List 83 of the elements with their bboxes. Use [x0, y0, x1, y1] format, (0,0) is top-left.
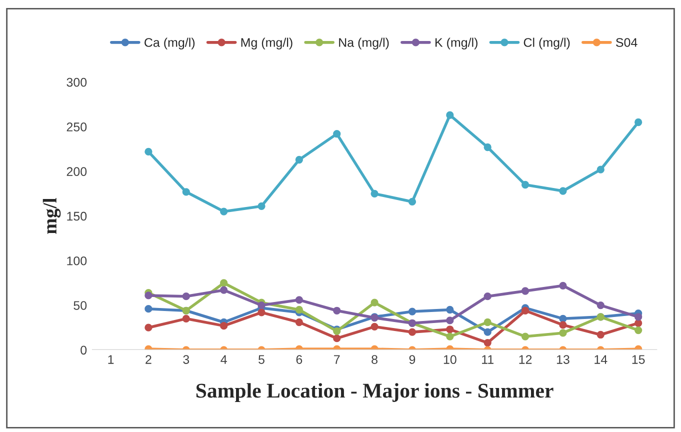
x-tick-label: 8	[372, 355, 378, 364]
point	[446, 326, 454, 334]
point	[370, 190, 378, 198]
y-tick-label: 100	[67, 256, 87, 266]
point	[370, 322, 378, 331]
y-tick-label: 0	[80, 346, 87, 355]
point	[182, 292, 190, 300]
point	[484, 328, 492, 336]
point	[220, 208, 228, 216]
point	[333, 130, 341, 138]
point	[295, 318, 304, 326]
point	[295, 156, 304, 164]
x-tick-label: 4	[220, 355, 227, 364]
x-tick-label: 12	[519, 355, 532, 364]
point	[634, 319, 642, 327]
point	[559, 314, 567, 322]
point	[144, 292, 152, 300]
point	[484, 143, 492, 152]
legend-label: S04	[616, 38, 638, 47]
x-tick-label: 15	[632, 355, 645, 364]
point	[559, 321, 567, 329]
point	[144, 305, 152, 313]
point	[220, 286, 228, 294]
point	[333, 334, 341, 342]
point	[596, 166, 604, 174]
point	[333, 306, 341, 314]
point	[634, 313, 642, 321]
x-tick-label: 5	[258, 355, 264, 364]
point	[559, 187, 567, 195]
point	[258, 308, 266, 316]
point	[182, 314, 190, 322]
point	[634, 326, 642, 334]
y-tick-label: 300	[66, 78, 87, 87]
x-tick-label: 10	[444, 355, 456, 364]
point	[596, 301, 604, 310]
point	[446, 306, 454, 314]
legend-label: K (mg/l)	[436, 38, 478, 50]
point	[182, 188, 190, 196]
y-axis-title: mg/l	[42, 198, 61, 234]
point	[521, 306, 530, 314]
x-tick-label: 6	[296, 355, 302, 364]
point	[220, 322, 228, 330]
point	[408, 328, 416, 336]
legend-label: Ca (mg/l)	[144, 38, 195, 50]
x-tick-label: 3	[183, 355, 190, 364]
point	[521, 287, 530, 295]
x-tick-label: 7	[334, 355, 340, 364]
point	[484, 318, 492, 326]
y-tick-label: 150	[67, 212, 87, 221]
x-tick-label: 13	[556, 355, 570, 364]
point	[144, 324, 152, 332]
point	[258, 202, 266, 210]
point	[559, 329, 567, 337]
point	[408, 198, 416, 206]
point	[521, 332, 530, 340]
point	[484, 292, 492, 300]
point	[446, 332, 454, 340]
x-tick-label: 2	[146, 355, 152, 364]
x-tick-label: 14	[594, 355, 608, 364]
y-tick-label: 50	[74, 301, 87, 310]
legend-label: Mg (mg/l)	[241, 38, 292, 50]
legend-label: Na (mg/l)	[339, 38, 389, 50]
point	[634, 118, 642, 126]
point	[559, 282, 567, 290]
point	[596, 330, 604, 339]
point	[370, 298, 378, 306]
point	[144, 148, 152, 156]
point	[521, 180, 530, 189]
x-tick-label: 9	[409, 355, 416, 364]
point	[446, 111, 454, 119]
point	[220, 279, 228, 287]
x-tick-label: 1	[108, 355, 114, 364]
point	[295, 306, 304, 314]
y-tick-label: 250	[66, 122, 87, 132]
y-tick-label: 200	[66, 167, 87, 176]
point	[258, 301, 266, 310]
point	[446, 316, 454, 324]
point	[295, 296, 304, 304]
x-axis-title: Sample Location - Major ions - Summer	[196, 383, 554, 402]
x-tick-label: 11	[482, 355, 494, 364]
point	[408, 308, 416, 316]
legend-label: Cl (mg/l)	[524, 38, 570, 50]
point	[484, 338, 492, 347]
